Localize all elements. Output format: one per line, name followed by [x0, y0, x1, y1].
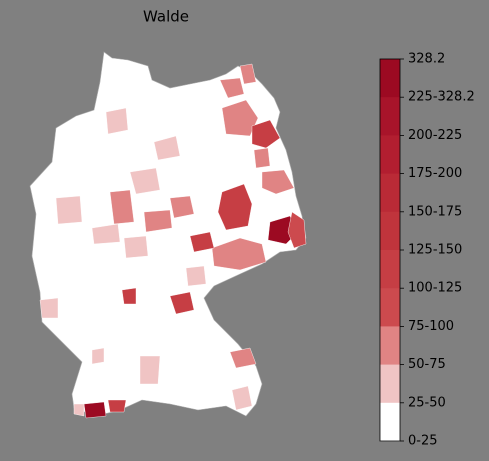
region	[55, 195, 83, 225]
colorbar-band	[380, 211, 400, 251]
region	[129, 167, 161, 195]
colorbar-label: 175-200	[408, 166, 462, 181]
region	[143, 209, 173, 233]
germany-map	[29, 51, 307, 419]
colorbar-label: 100-125	[408, 281, 462, 296]
region	[39, 297, 59, 319]
colorbar-band	[380, 326, 400, 366]
region	[261, 169, 295, 195]
colorbar-label: 0-25	[408, 434, 438, 449]
colorbar-band	[380, 402, 400, 442]
region	[239, 63, 257, 85]
colorbar-band	[380, 288, 400, 327]
colorbar-label: 328.2	[408, 52, 445, 67]
region	[219, 77, 245, 99]
region	[251, 119, 281, 149]
region	[91, 347, 105, 365]
colorbar-label: 75-100	[408, 319, 454, 334]
region	[169, 291, 195, 315]
colorbar-label: 25-50	[408, 395, 446, 410]
region	[105, 107, 129, 135]
region	[189, 231, 215, 253]
region	[217, 183, 253, 231]
colorbar-band	[380, 173, 400, 213]
region	[287, 211, 307, 249]
region	[139, 355, 161, 385]
region	[107, 399, 127, 413]
colorbar-label: 200-225	[408, 128, 462, 143]
colorbar-band	[380, 59, 400, 98]
colorbar-label: 150-175	[408, 204, 462, 219]
region	[91, 223, 121, 245]
region	[169, 195, 195, 219]
region	[231, 385, 253, 411]
colorbar-band	[380, 135, 400, 175]
region	[211, 237, 267, 271]
map-title: Walde	[143, 8, 189, 26]
colorbar-label: 225-328.2	[408, 90, 475, 105]
colorbar-band	[380, 250, 400, 289]
colorbar-band	[380, 364, 400, 404]
colorbar-label: 50-75	[408, 357, 446, 372]
region	[123, 235, 149, 259]
colorbar: 328.2 225-328.2 200-225 175-200 150-175 125-1…	[379, 52, 475, 449]
region	[109, 189, 135, 225]
region	[83, 401, 107, 419]
region-fills	[39, 63, 307, 419]
region	[253, 147, 271, 169]
region	[121, 287, 137, 305]
colorbar-band	[380, 97, 400, 136]
colorbar-label: 125-150	[408, 243, 462, 258]
region	[229, 347, 257, 369]
country-outline	[29, 51, 307, 417]
region	[185, 265, 207, 287]
region	[153, 135, 181, 161]
region	[73, 403, 85, 417]
